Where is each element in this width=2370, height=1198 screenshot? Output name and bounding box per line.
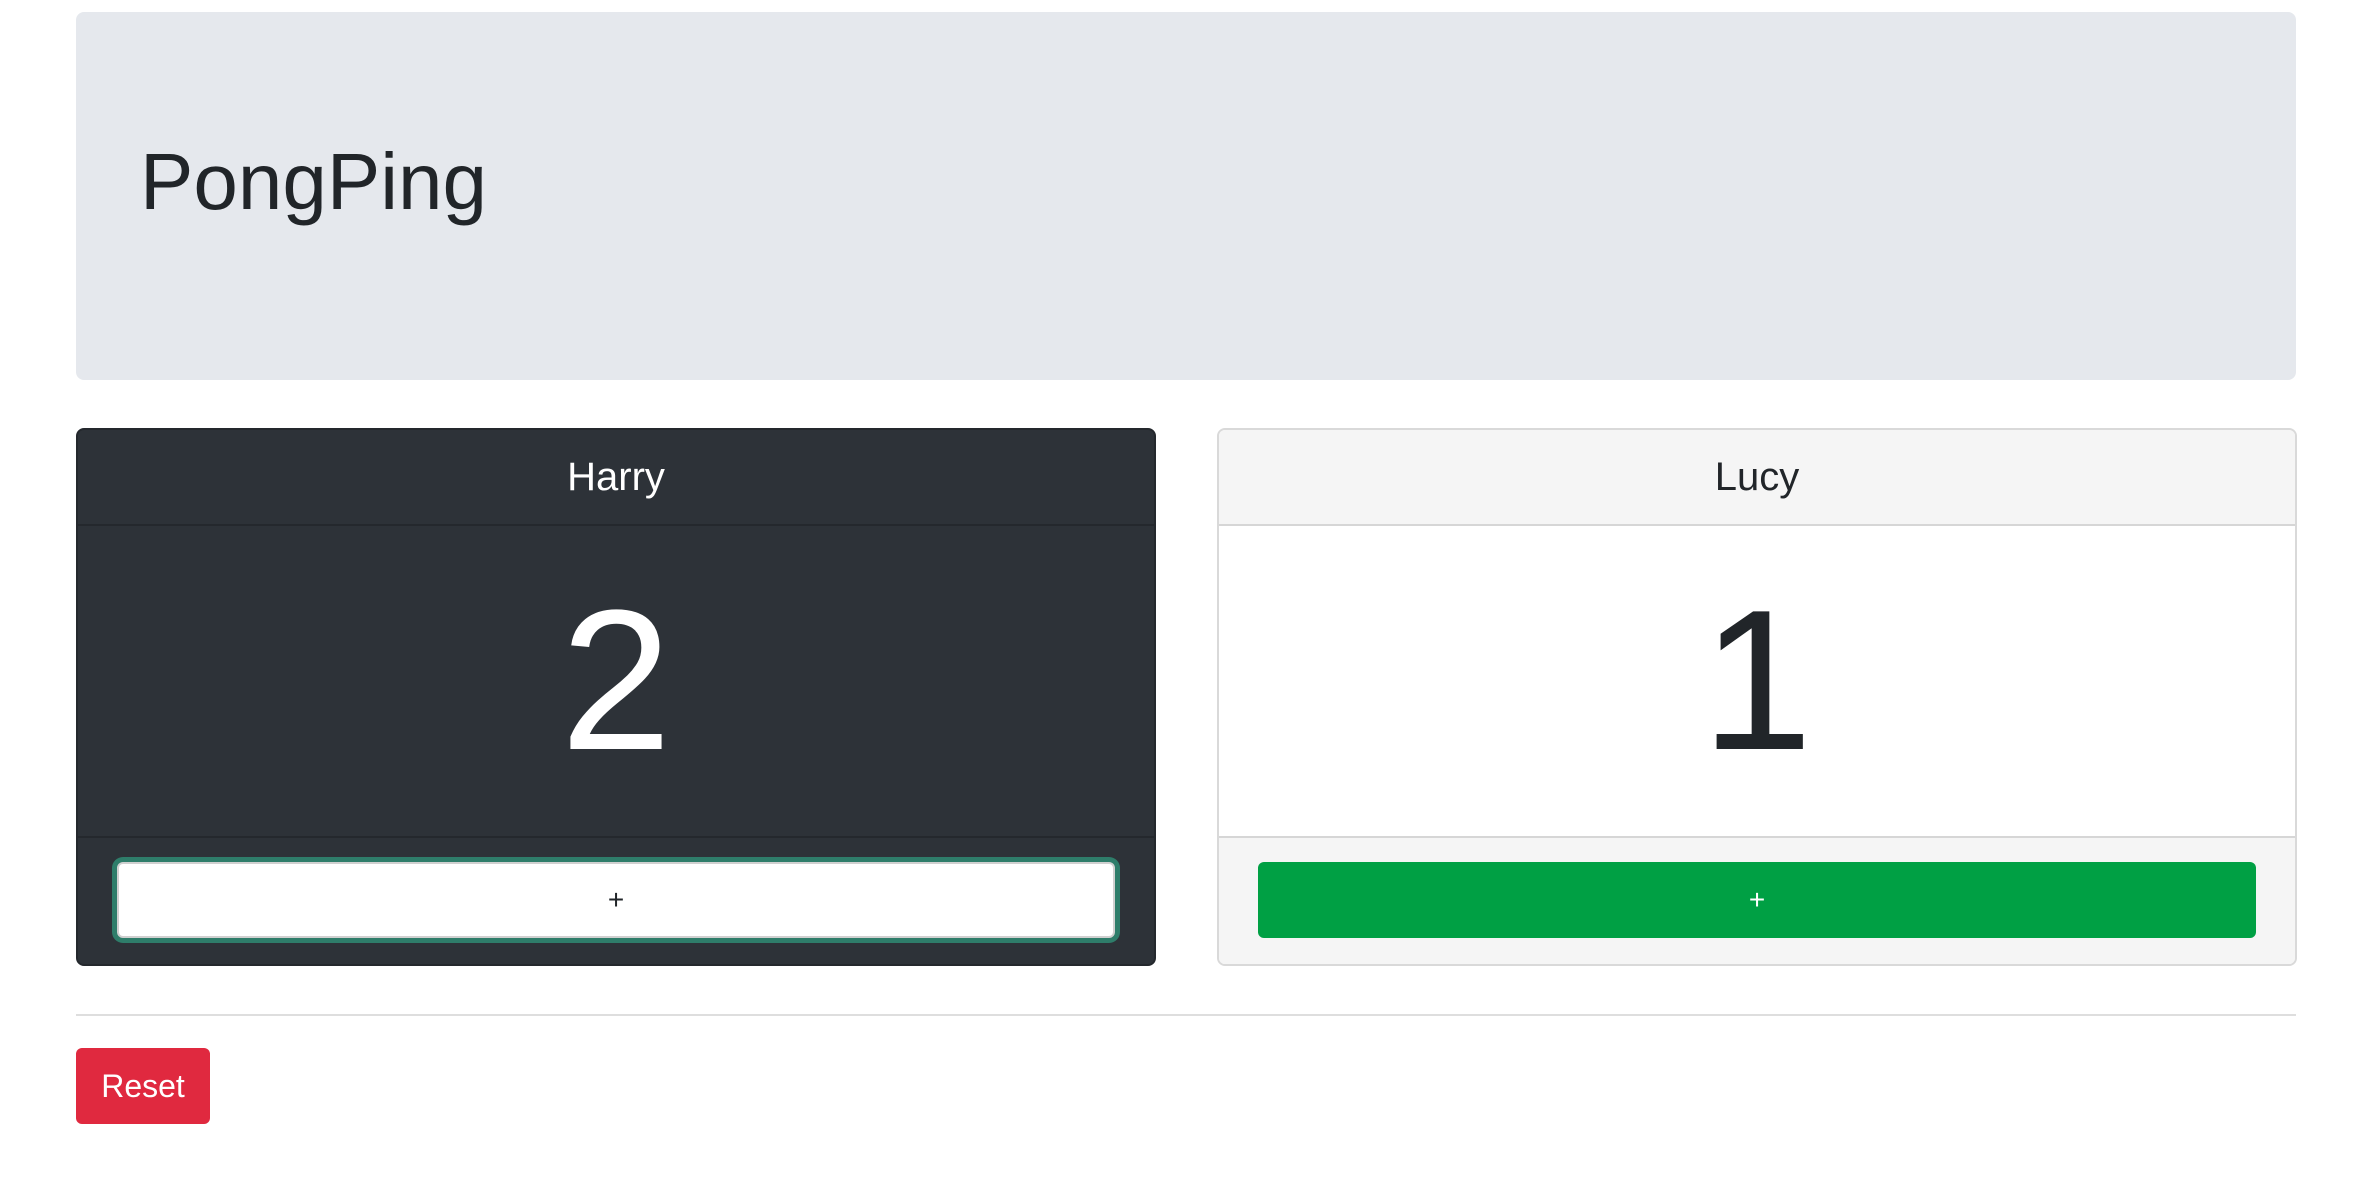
player-card-footer: + [1219,836,2295,964]
scoreboard: Harry 2 + Lucy 1 + [76,428,2297,966]
player-card-harry: Harry 2 + [76,428,1156,966]
player-card-lucy: Lucy 1 + [1217,428,2297,966]
player-score: 1 [1701,569,1813,792]
header-jumbotron: PongPing [76,12,2296,380]
app-title: PongPing [140,137,487,226]
player-score: 2 [560,569,672,792]
reset-button[interactable]: Reset [76,1048,210,1124]
player-name: Harry [78,430,1154,526]
add-point-button[interactable]: + [117,862,1115,938]
add-point-button[interactable]: + [1258,862,2256,938]
divider [76,1014,2296,1016]
player-card-footer: + [78,836,1154,964]
app-container: PongPing Harry 2 + Lucy 1 + Reset [76,12,2297,1124]
player-name: Lucy [1219,430,2295,526]
